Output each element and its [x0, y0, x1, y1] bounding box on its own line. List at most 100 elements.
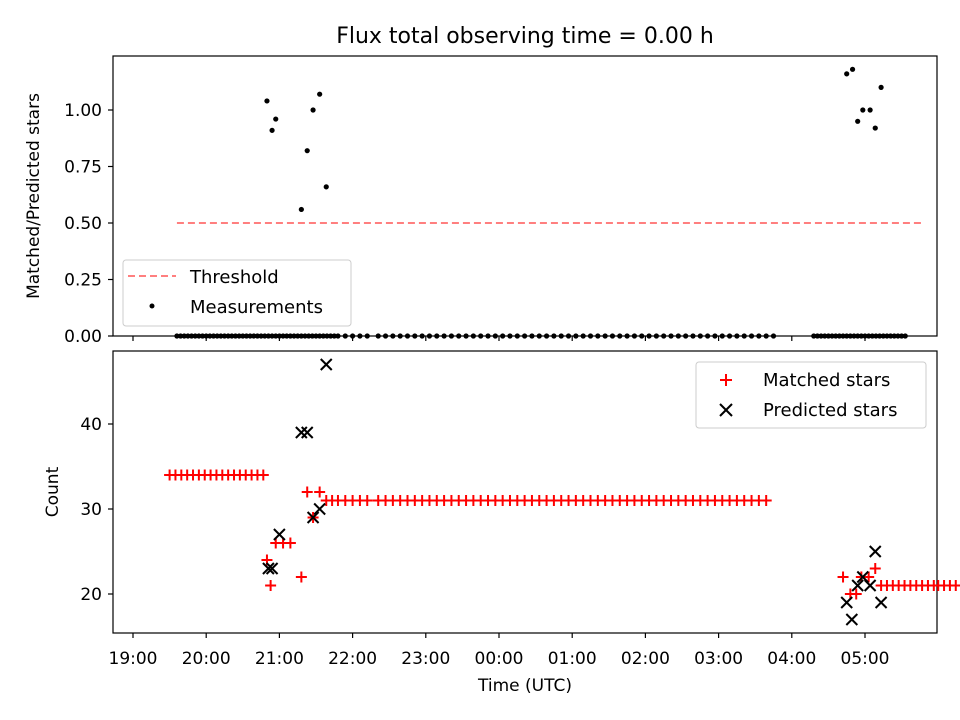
- measurement-point: [207, 333, 213, 339]
- measurement-point: [602, 333, 608, 339]
- matched-stars-points: [164, 469, 960, 600]
- measurements-legend-label: Measurements: [190, 297, 323, 318]
- measurement-point: [840, 333, 846, 339]
- top-y-tick-label: 0.50: [64, 214, 102, 234]
- predicted-star-marker: [295, 426, 308, 439]
- measurement-point: [262, 333, 268, 339]
- measurement-point: [357, 333, 363, 339]
- measurement-point: [507, 333, 513, 339]
- bottom-legend-box: [695, 361, 927, 429]
- measurement-point: [880, 333, 886, 339]
- matched-star-marker: [869, 563, 881, 574]
- measurement-point: [485, 333, 491, 339]
- measurement-point: [269, 333, 275, 339]
- measurement-point: [265, 333, 272, 339]
- measurement-point: [375, 333, 381, 339]
- measurement-point: [869, 333, 875, 339]
- measurement-point: [463, 333, 469, 339]
- measurement-point: [273, 333, 279, 339]
- measurement-point: [514, 333, 520, 339]
- measurement-point: [855, 118, 861, 124]
- measurement-point: [858, 333, 864, 339]
- measurement-point: [814, 333, 821, 339]
- measurement-point: [624, 333, 630, 339]
- measurement-point: [899, 333, 905, 339]
- matched-legend-label: Matched stars: [763, 370, 890, 391]
- predicted-stars-points: [262, 358, 888, 626]
- measurement-point: [726, 333, 733, 339]
- measurement-point: [860, 107, 866, 113]
- measurement-point: [291, 333, 297, 339]
- measurement-point: [350, 333, 356, 339]
- measurement-point: [310, 107, 316, 113]
- measurement-point: [448, 333, 455, 339]
- measurement-point: [192, 333, 198, 339]
- measurement-point: [748, 333, 755, 339]
- measurement-point: [829, 333, 835, 339]
- measurement-point: [866, 333, 872, 339]
- measurement-point: [298, 206, 304, 213]
- x-axis-label: Time (UTC): [477, 676, 572, 696]
- measurement-point: [595, 333, 601, 339]
- bottom-axis-ticks: 19:00 20:00 21:00 22:00 23:00 00:00 01:00 02:00…: [80, 415, 889, 669]
- matched-star-marker: [837, 571, 849, 583]
- measurement-point: [763, 333, 769, 339]
- measurement-point: [251, 333, 257, 339]
- measurement-point: [847, 333, 853, 339]
- measurement-point: [317, 333, 323, 339]
- measurements-legend-swatch: [149, 303, 155, 309]
- x-tick-label: 02:00: [621, 649, 670, 669]
- matched-star-marker: [361, 495, 373, 506]
- predicted-star-marker: [306, 511, 320, 524]
- measurement-point: [884, 333, 890, 339]
- measurement-point: [335, 333, 341, 339]
- measurement-point: [232, 333, 239, 339]
- measurement-point: [264, 98, 270, 104]
- x-tick-label: 01:00: [548, 649, 597, 669]
- measurement-point: [646, 333, 652, 339]
- measurement-point: [844, 71, 850, 77]
- measurement-point: [609, 333, 616, 339]
- measurement-point: [878, 84, 884, 90]
- x-tick-label: 04:00: [767, 649, 816, 669]
- measurement-point: [580, 333, 586, 339]
- matched-star-marker: [850, 588, 862, 600]
- measurement-points: [174, 66, 908, 339]
- measurement-point: [236, 333, 242, 339]
- measurement-point: [382, 333, 389, 339]
- bottom-y-tick-label: 20: [80, 585, 102, 605]
- measurement-point: [434, 333, 440, 339]
- measurement-point: [276, 333, 282, 339]
- measurement-point: [181, 333, 187, 339]
- measurement-point: [492, 333, 498, 339]
- measurement-point: [478, 333, 484, 339]
- measurement-point: [825, 333, 832, 339]
- measurement-point: [302, 333, 308, 339]
- x-tick-label: 23:00: [401, 649, 450, 669]
- measurement-point: [877, 333, 883, 339]
- measurement-point: [697, 333, 703, 339]
- measurement-point: [683, 333, 689, 339]
- predicted-star-marker: [262, 562, 275, 575]
- predicted-star-marker: [313, 502, 326, 516]
- measurement-point: [323, 184, 329, 190]
- measurement-point: [331, 333, 337, 339]
- measurement-point: [320, 333, 326, 339]
- predicted-star-marker: [301, 426, 314, 439]
- top-y-tick-label: 1.00: [64, 101, 102, 121]
- measurement-point: [756, 333, 762, 339]
- measurement-point: [470, 333, 476, 339]
- predicted-star-marker: [851, 579, 864, 592]
- measurement-point: [218, 333, 224, 339]
- measurement-point: [177, 333, 184, 339]
- measurement-point: [833, 333, 839, 339]
- x-tick-label: 03:00: [694, 649, 743, 669]
- predicted-star-marker: [863, 579, 877, 592]
- matched-star-marker: [265, 580, 277, 591]
- matched-star-marker: [295, 571, 307, 583]
- measurement-point: [811, 333, 817, 339]
- chart-title: Flux total observing time = 0.00 h: [336, 24, 714, 49]
- measurement-point: [196, 333, 202, 339]
- top-y-tick-label: 0.25: [64, 271, 102, 291]
- matched-star-marker: [760, 495, 772, 506]
